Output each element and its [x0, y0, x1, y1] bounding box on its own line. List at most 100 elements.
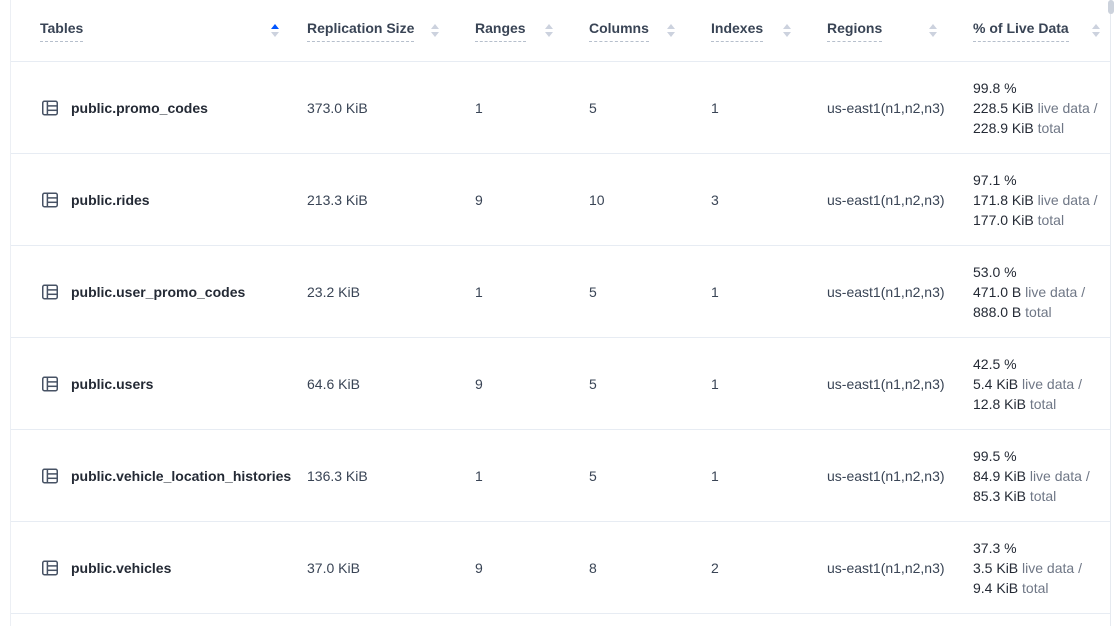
- columns-cell: 5: [589, 99, 597, 116]
- ranges-cell: 1: [475, 283, 483, 300]
- column-header-replication-size[interactable]: Replication Size: [307, 20, 475, 42]
- indexes-cell: 3: [711, 191, 719, 208]
- column-header-label: Columns: [589, 20, 649, 42]
- live-data-size-line: 5.4 KiB live data /: [973, 375, 1082, 392]
- table-header-row: Tables Replication Size Ranges Columns I…: [11, 0, 1110, 62]
- sort-arrows-icon[interactable]: [537, 24, 553, 37]
- scrollbar-thumb[interactable]: [1108, 0, 1114, 14]
- column-header-tables[interactable]: Tables: [40, 20, 307, 42]
- table-row: public.vehicles 37.0 KiB 9 8 2 us-east1(…: [11, 522, 1110, 614]
- table-name-link[interactable]: public.promo_codes: [71, 99, 208, 116]
- live-data-percent: 99.5 %: [973, 447, 1017, 464]
- total-size-line: 9.4 KiB total: [973, 579, 1049, 596]
- ranges-cell: 1: [475, 467, 483, 484]
- table-grid-icon: [40, 374, 60, 394]
- scrollbar-track: [1110, 0, 1111, 626]
- ranges-cell: 1: [475, 99, 483, 116]
- tables-list: Tables Replication Size Ranges Columns I…: [11, 0, 1110, 614]
- column-header-label: % of Live Data: [973, 20, 1069, 42]
- table-grid-icon: [40, 558, 60, 578]
- table-grid-icon: [40, 466, 60, 486]
- table-name-cell: public.users: [40, 374, 307, 394]
- ranges-cell: 9: [475, 191, 483, 208]
- table-name-cell: public.vehicles: [40, 558, 307, 578]
- live-data-cell: 42.5 % 5.4 KiB live data / 12.8 KiB tota…: [973, 354, 1110, 414]
- live-data-size-line: 171.8 KiB live data /: [973, 191, 1098, 208]
- replication-size-cell: 373.0 KiB: [307, 99, 368, 116]
- table-grid-icon: [40, 98, 60, 118]
- replication-size-cell: 23.2 KiB: [307, 283, 360, 300]
- sort-arrows-icon[interactable]: [775, 24, 791, 37]
- live-data-percent: 99.8 %: [973, 79, 1017, 96]
- sort-arrows-icon[interactable]: [921, 24, 937, 37]
- live-data-cell: 97.1 % 171.8 KiB live data / 177.0 KiB t…: [973, 170, 1110, 230]
- indexes-cell: 1: [711, 283, 719, 300]
- regions-cell: us-east1(n1,n2,n3): [827, 99, 945, 116]
- columns-cell: 5: [589, 283, 597, 300]
- indexes-cell: 2: [711, 559, 719, 576]
- table-name-cell: public.user_promo_codes: [40, 282, 307, 302]
- column-header-columns[interactable]: Columns: [589, 20, 711, 42]
- column-header-ranges[interactable]: Ranges: [475, 20, 589, 42]
- columns-cell: 5: [589, 375, 597, 392]
- table-name-link[interactable]: public.users: [71, 375, 154, 392]
- live-data-cell: 37.3 % 3.5 KiB live data / 9.4 KiB total: [973, 538, 1110, 598]
- indexes-cell: 1: [711, 99, 719, 116]
- total-size-line: 85.3 KiB total: [973, 487, 1057, 504]
- indexes-cell: 1: [711, 467, 719, 484]
- regions-cell: us-east1(n1,n2,n3): [827, 467, 945, 484]
- regions-cell: us-east1(n1,n2,n3): [827, 559, 945, 576]
- total-size-line: 888.0 B total: [973, 303, 1052, 320]
- regions-cell: us-east1(n1,n2,n3): [827, 375, 945, 392]
- live-data-cell: 99.8 % 228.5 KiB live data / 228.9 KiB t…: [973, 78, 1110, 138]
- column-header-label: Ranges: [475, 20, 526, 42]
- live-data-cell: 53.0 % 471.0 B live data / 888.0 B total: [973, 262, 1110, 322]
- total-size-line: 12.8 KiB total: [973, 395, 1057, 412]
- live-data-size-line: 3.5 KiB live data /: [973, 559, 1082, 576]
- table-grid-icon: [40, 190, 60, 210]
- column-header-indexes[interactable]: Indexes: [711, 20, 827, 42]
- sort-arrows-icon[interactable]: [423, 24, 439, 37]
- ranges-cell: 9: [475, 375, 483, 392]
- total-size-line: 177.0 KiB total: [973, 211, 1065, 228]
- column-header-label: Replication Size: [307, 20, 415, 42]
- column-header-live-data[interactable]: % of Live Data: [973, 20, 1110, 42]
- column-header-regions[interactable]: Regions: [827, 20, 973, 42]
- table-grid-icon: [40, 282, 60, 302]
- ranges-cell: 9: [475, 559, 483, 576]
- table-name-cell: public.vehicle_location_histories: [40, 466, 307, 486]
- replication-size-cell: 64.6 KiB: [307, 375, 360, 392]
- table-body: public.promo_codes 373.0 KiB 1 5 1 us-ea…: [11, 62, 1110, 614]
- column-header-label: Tables: [40, 20, 84, 42]
- live-data-cell: 99.5 % 84.9 KiB live data / 85.3 KiB tot…: [973, 446, 1110, 506]
- column-header-label: Indexes: [711, 20, 764, 42]
- table-name-link[interactable]: public.rides: [71, 191, 150, 208]
- column-header-label: Regions: [827, 20, 883, 42]
- columns-cell: 5: [589, 467, 597, 484]
- total-size-line: 228.9 KiB total: [973, 119, 1065, 136]
- live-data-size-line: 471.0 B live data /: [973, 283, 1086, 300]
- page-left-border: [10, 0, 11, 626]
- live-data-percent: 53.0 %: [973, 263, 1017, 280]
- table-row: public.user_promo_codes 23.2 KiB 1 5 1 u…: [11, 246, 1110, 338]
- table-name-link[interactable]: public.user_promo_codes: [71, 283, 246, 300]
- live-data-percent: 42.5 %: [973, 355, 1017, 372]
- table-name-link[interactable]: public.vehicle_location_histories: [71, 467, 292, 484]
- replication-size-cell: 37.0 KiB: [307, 559, 360, 576]
- live-data-percent: 37.3 %: [973, 539, 1017, 556]
- sort-arrows-icon[interactable]: [1084, 24, 1100, 37]
- table-row: public.promo_codes 373.0 KiB 1 5 1 us-ea…: [11, 62, 1110, 154]
- table-row: public.rides 213.3 KiB 9 10 3 us-east1(n…: [11, 154, 1110, 246]
- replication-size-cell: 136.3 KiB: [307, 467, 368, 484]
- sort-arrows-icon[interactable]: [659, 24, 675, 37]
- regions-cell: us-east1(n1,n2,n3): [827, 283, 945, 300]
- indexes-cell: 1: [711, 375, 719, 392]
- columns-cell: 10: [589, 191, 605, 208]
- table-row: public.users 64.6 KiB 9 5 1 us-east1(n1,…: [11, 338, 1110, 430]
- live-data-size-line: 228.5 KiB live data /: [973, 99, 1098, 116]
- table-name-link[interactable]: public.vehicles: [71, 559, 172, 576]
- regions-cell: us-east1(n1,n2,n3): [827, 191, 945, 208]
- sort-arrows-icon[interactable]: [263, 24, 279, 37]
- table-name-cell: public.promo_codes: [40, 98, 307, 118]
- table-name-cell: public.rides: [40, 190, 307, 210]
